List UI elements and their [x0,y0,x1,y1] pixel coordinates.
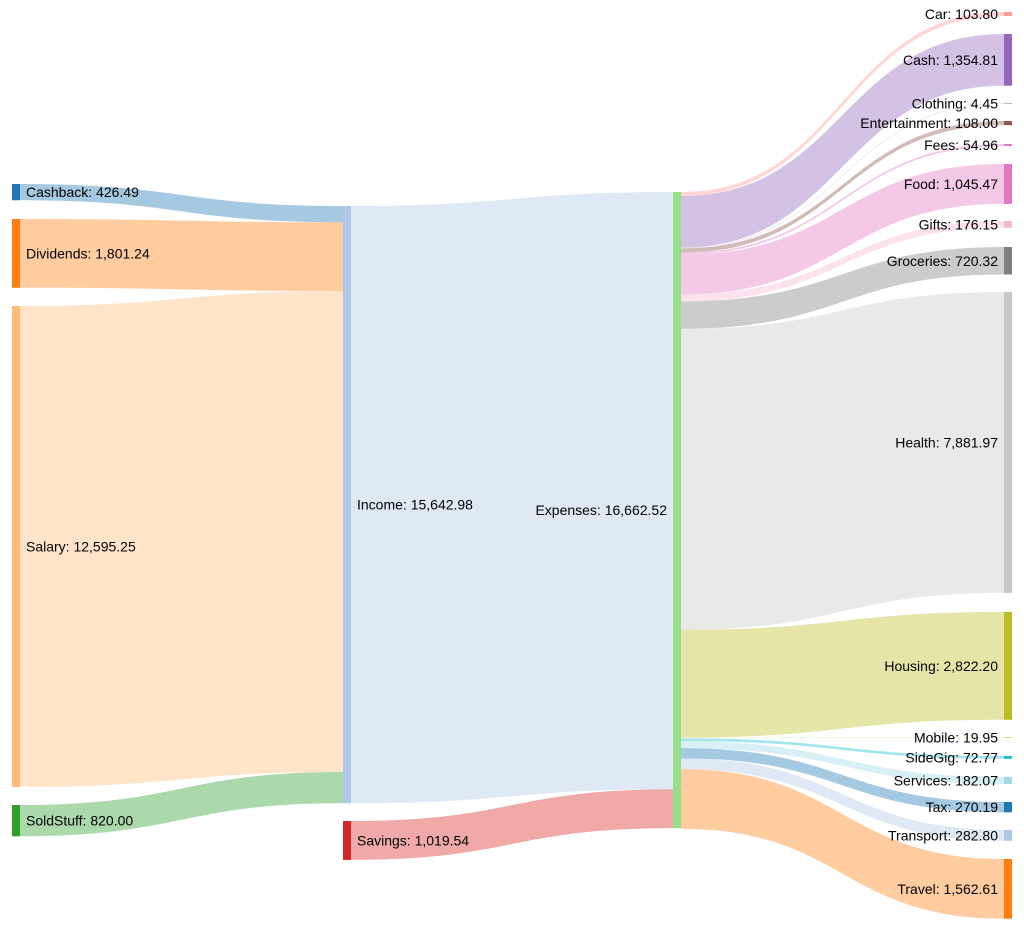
node-label-mobile: Mobile: 19.95 [914,730,998,746]
node-label-services: Services: 182.07 [894,772,998,788]
link-cashback-income [20,184,343,223]
node-label-entertainment: Entertainment: 108.00 [860,115,998,131]
node-label-clothing: Clothing: 4.45 [912,96,999,112]
link-soldstuff-income [20,771,343,837]
node-housing [1004,612,1012,720]
node-label-savings: Savings: 1,019.54 [357,832,469,848]
link-expenses-cash [681,34,1004,248]
node-health [1004,292,1012,593]
node-label-food: Food: 1,045.47 [904,176,998,192]
node-label-gifts: Gifts: 176.15 [919,216,999,232]
node-cashback [12,184,20,201]
link-dividends-income [20,219,343,292]
node-label-sidegig: SideGig: 72.77 [905,749,998,765]
node-expenses [673,192,681,829]
node-label-expenses: Expenses: 16,662.52 [535,502,667,518]
node-label-tax: Tax: 270.19 [926,799,999,815]
link-expenses-housing [681,612,1004,738]
sankey-links [20,12,1004,919]
node-sidegig [1004,756,1012,759]
node-label-health: Health: 7,881.97 [895,434,998,450]
node-services [1004,777,1012,784]
node-transport [1004,830,1012,841]
node-clothing [1004,103,1012,104]
node-food [1004,164,1012,204]
link-expenses-tax [681,748,1004,813]
link-expenses-services [681,741,1004,784]
node-income [343,206,351,804]
sankey-labels: Cashback: 426.49 Dividends: 1,801.24 Salar… [26,6,998,897]
node-label-soldstuff: SoldStuff: 820.00 [26,813,133,829]
link-income-expenses [351,192,673,804]
node-savings [343,821,351,860]
node-fees [1004,144,1012,147]
node-label-cashback: Cashback: 426.49 [26,184,139,200]
node-travel [1004,859,1012,919]
node-label-groceries: Groceries: 720.32 [887,253,998,269]
node-mobile [1004,737,1012,738]
link-expenses-food [681,164,1004,295]
node-groceries [1004,247,1012,275]
node-car [1004,12,1012,16]
link-savings-expenses [351,789,673,860]
node-label-travel: Travel: 1,562.61 [897,881,998,897]
link-expenses-mobile [681,737,1004,739]
sankey-nodes [12,12,1012,919]
link-expenses-entertainment [681,121,1004,253]
node-dividends [12,219,20,288]
link-expenses-fees [681,144,1004,255]
node-soldstuff [12,805,20,837]
link-expenses-gifts [681,221,1004,302]
link-expenses-car [681,12,1004,196]
node-gifts [1004,221,1012,228]
node-salary [12,306,20,787]
node-label-dividends: Dividends: 1,801.24 [26,245,150,261]
node-label-income: Income: 15,642.98 [357,497,473,513]
link-expenses-travel [681,769,1004,919]
link-expenses-health [681,292,1004,630]
node-label-car: Car: 103.80 [925,6,998,22]
link-expenses-sidegig [681,738,1004,759]
node-label-housing: Housing: 2,822.20 [884,658,998,674]
node-label-salary: Salary: 12,595.25 [26,538,136,554]
link-expenses-transport [681,758,1004,841]
node-entertainment [1004,121,1012,126]
node-label-fees: Fees: 54.96 [924,137,998,153]
node-label-cash: Cash: 1,354.81 [903,52,998,68]
link-salary-income [20,291,343,787]
node-tax [1004,802,1012,813]
link-expenses-groceries [681,247,1004,329]
link-expenses-clothing [681,103,1004,249]
node-cash [1004,34,1012,86]
node-label-transport: Transport: 282.80 [888,827,998,843]
